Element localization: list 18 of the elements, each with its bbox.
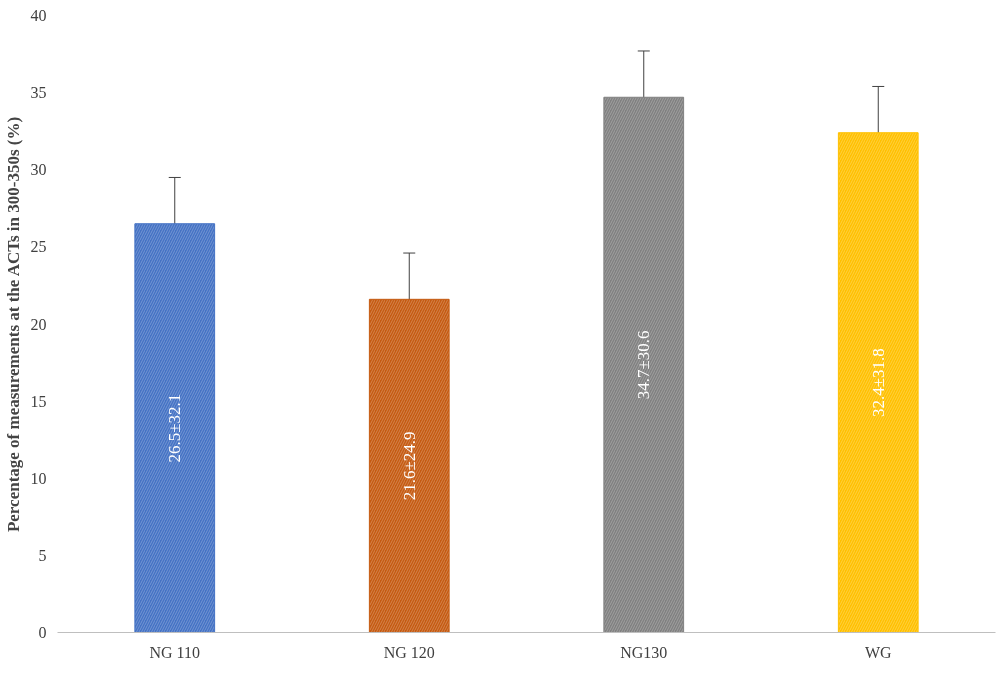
x-tick-label: NG 120 bbox=[383, 643, 435, 661]
y-tick-label: 30 bbox=[30, 161, 47, 179]
y-tick-label: 15 bbox=[30, 392, 47, 410]
data-label: 32.4±31.8 bbox=[868, 348, 888, 418]
x-tick-label: NG130 bbox=[620, 643, 668, 661]
y-tick-label: 25 bbox=[30, 238, 47, 256]
y-tick-label: 10 bbox=[30, 469, 47, 487]
x-tick-label: WG bbox=[864, 643, 893, 661]
y-tick-label: 40 bbox=[30, 7, 47, 24]
y-tick-label: 5 bbox=[38, 546, 47, 564]
data-label: 26.5±32.1 bbox=[165, 393, 185, 463]
y-axis-title: Percentage of measurements at the ACTs in 300-350s (%) bbox=[3, 116, 23, 533]
x-tick-label: NG 110 bbox=[149, 643, 201, 661]
data-label: 21.6±24.9 bbox=[399, 431, 419, 501]
y-tick-label: 0 bbox=[38, 624, 47, 641]
y-tick-label: 20 bbox=[30, 315, 47, 333]
y-tick-label: 35 bbox=[30, 84, 47, 102]
data-label: 34.7±30.6 bbox=[634, 330, 654, 400]
